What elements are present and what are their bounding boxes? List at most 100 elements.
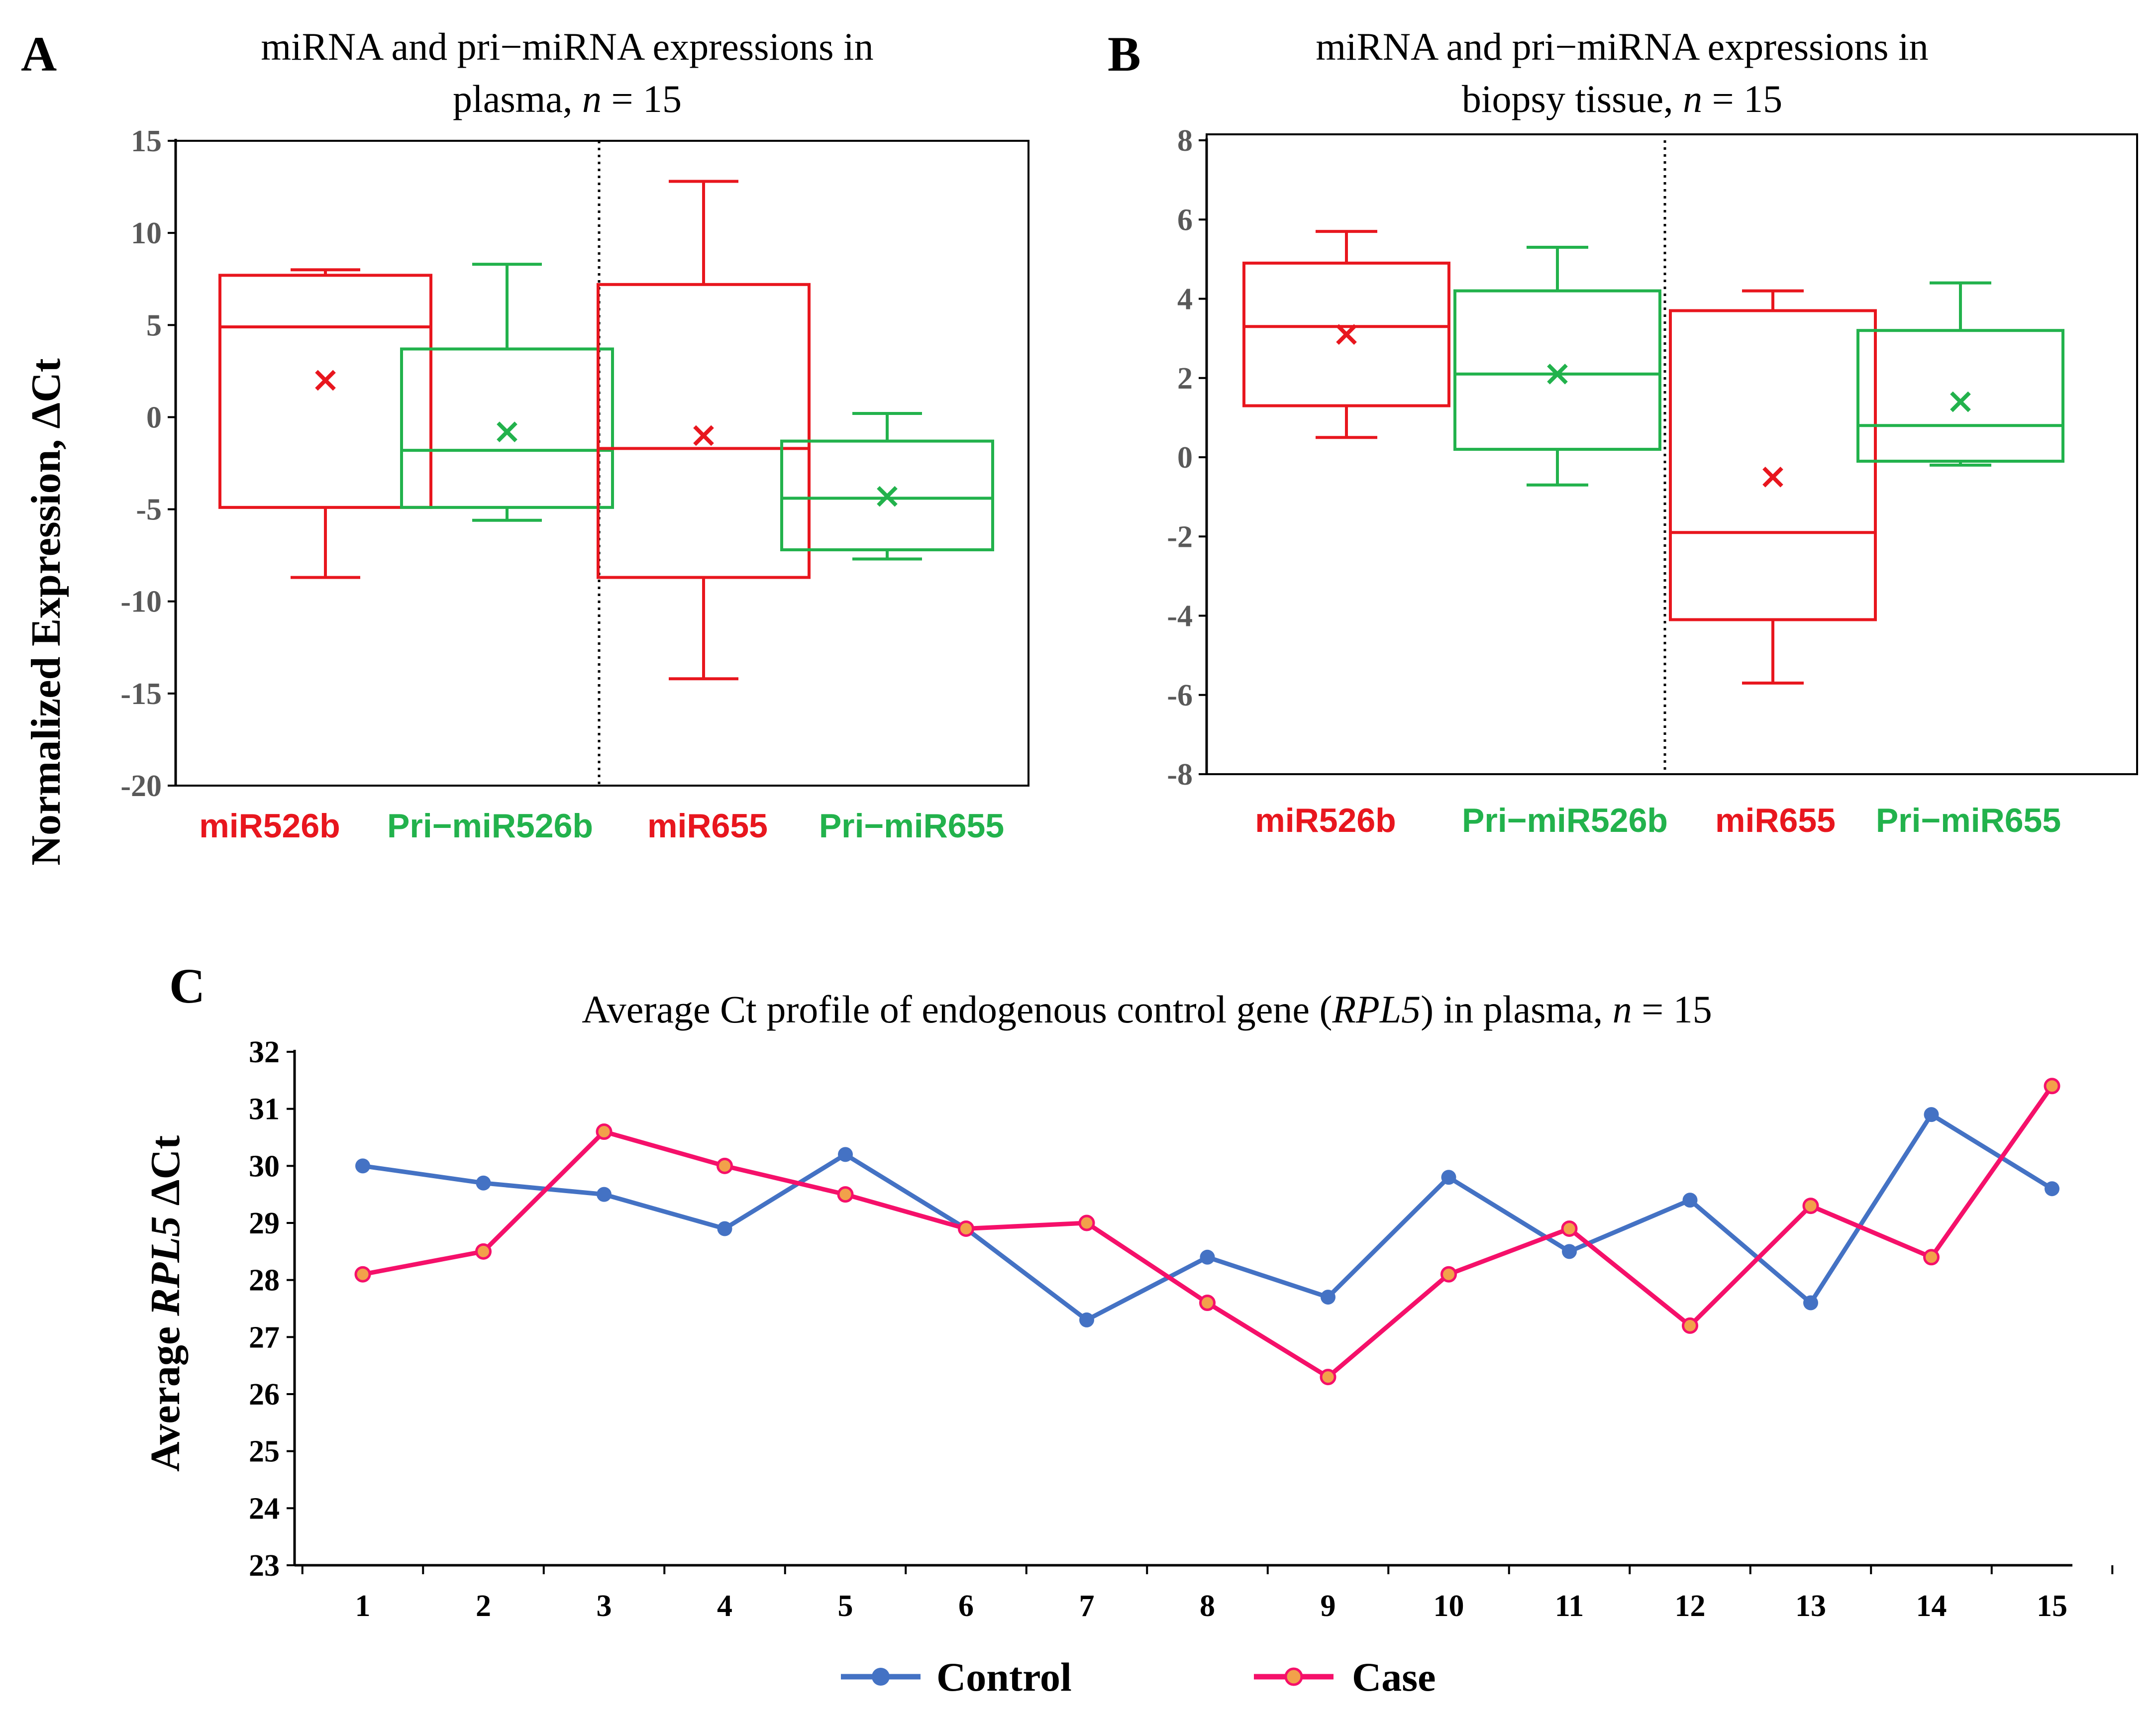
data-point-case — [475, 1243, 492, 1260]
y-tick-label: 25 — [249, 1435, 280, 1469]
y-tick-label: 28 — [249, 1264, 280, 1298]
panel-c-title-gene: RPL5 — [1332, 988, 1421, 1031]
category-label: miR526b — [199, 807, 340, 845]
category-label: Pri−miR526b — [1462, 802, 1668, 839]
x-tick-label: 8 — [1200, 1589, 1215, 1623]
data-point-control — [597, 1187, 612, 1202]
box-iqr — [1856, 329, 2064, 463]
panel-letter-b: B — [1108, 26, 1141, 82]
panel-letter-c: C — [169, 958, 205, 1013]
legend-label-case: Case — [1352, 1654, 1436, 1700]
data-point-case — [1802, 1198, 1819, 1214]
panel-b-title-place: biopsy tissue, — [1462, 77, 1683, 120]
y-tick-label: 26 — [249, 1378, 280, 1412]
category-label: miR655 — [647, 807, 768, 845]
data-point-case — [837, 1186, 854, 1203]
panel-b-title-n: n — [1683, 77, 1702, 120]
y-tick-label: 15 — [131, 124, 162, 158]
panel-a-title-place: plasma, — [453, 77, 582, 120]
box-iqr — [1669, 309, 1877, 621]
x-tick-label: 12 — [1675, 1589, 1706, 1623]
data-point-case — [2044, 1078, 2060, 1095]
panel-c-title-middle: ) in plasma, — [1421, 988, 1613, 1031]
panel-a-title-n: n — [582, 77, 602, 120]
panel-a-ylabel: Normalized Expression, ΔCt — [23, 358, 69, 865]
y-tick-label: 29 — [249, 1207, 280, 1240]
data-point-case — [596, 1123, 613, 1140]
y-tick-label: -8 — [1167, 758, 1193, 792]
category-label: miR526b — [1255, 802, 1396, 839]
data-point-control — [476, 1175, 491, 1191]
y-tick-label: -6 — [1167, 679, 1193, 712]
panel-c-title-n: n — [1613, 988, 1632, 1031]
box-mean-marker — [693, 425, 714, 446]
panel-a-title-line1: miRNA and pri−miRNA expressions in — [261, 25, 873, 68]
data-point-case — [354, 1266, 371, 1283]
panel-b-title-line1: miRNA and pri−miRNA expressions in — [1316, 25, 1928, 68]
category-label: Pri−miR655 — [819, 807, 1004, 845]
y-tick-label: -5 — [136, 493, 162, 527]
box-mean-marker — [1950, 391, 1971, 412]
data-point-case — [1440, 1266, 1457, 1283]
data-point-control — [1924, 1107, 1939, 1122]
y-tick-label: 10 — [131, 216, 162, 250]
panel-c-ylabel-end: ΔCt — [142, 1135, 189, 1216]
panel-a-title-count: = 15 — [602, 77, 682, 120]
x-tick-label: 15 — [2037, 1589, 2067, 1623]
data-point-case — [1682, 1317, 1698, 1334]
box-iqr — [780, 439, 994, 552]
y-tick-label: 27 — [249, 1320, 280, 1354]
x-tick-label: 6 — [958, 1589, 974, 1623]
y-tick-label: -15 — [120, 677, 162, 711]
box-mean-marker — [1336, 324, 1357, 345]
x-tick-label: 14 — [1916, 1589, 1947, 1623]
panel-a-plot: 15 10 5 0 -5 -10 -15 -20 miR526b Pri−miR526b miR65… — [120, 124, 1004, 845]
x-tick-label: 5 — [838, 1589, 853, 1623]
x-tick-label: 7 — [1079, 1589, 1095, 1623]
box-iqr — [597, 283, 811, 579]
box-mean-marker — [1762, 466, 1783, 488]
x-tick-label: 1 — [355, 1589, 371, 1623]
box-mean-marker — [1547, 363, 1568, 385]
y-tick-label: -2 — [1167, 520, 1193, 554]
y-tick-label: 32 — [249, 1035, 280, 1069]
data-point-control — [1441, 1170, 1456, 1185]
box-mean-marker — [497, 421, 517, 442]
x-tick-label: 13 — [1795, 1589, 1826, 1623]
panel-c-ylabel-gene: RPL5 — [142, 1216, 189, 1316]
box-iqr — [1242, 261, 1450, 407]
data-point-control — [1079, 1312, 1094, 1327]
data-point-control — [2045, 1181, 2059, 1197]
y-tick-label: 0 — [1177, 441, 1193, 475]
y-tick-label: -4 — [1167, 600, 1193, 633]
y-tick-label: 31 — [249, 1093, 280, 1126]
box-mean-marker — [877, 486, 898, 507]
data-point-control — [1321, 1290, 1335, 1305]
y-tick-label: 6 — [1177, 203, 1193, 237]
legend-marker-case — [1284, 1667, 1303, 1686]
y-tick-label: 30 — [249, 1149, 280, 1183]
y-tick-label: -20 — [120, 769, 162, 803]
x-tick-label: 10 — [1434, 1589, 1464, 1623]
data-point-control — [1682, 1193, 1698, 1208]
y-tick-label: 0 — [146, 401, 162, 434]
panel-b-title-line2: biopsy tissue, n = 15 — [1462, 77, 1782, 120]
panel-c-ylabel-start: Average — [142, 1316, 189, 1472]
data-point-case — [958, 1220, 974, 1237]
y-tick-label: 5 — [146, 308, 162, 342]
data-point-control — [1562, 1244, 1577, 1259]
data-point-control — [1200, 1249, 1215, 1265]
data-point-case — [1320, 1369, 1336, 1386]
box-iqr — [218, 274, 432, 509]
x-tick-label: 9 — [1321, 1589, 1336, 1623]
y-tick-label: 23 — [249, 1549, 280, 1583]
data-point-control — [717, 1221, 732, 1236]
category-label: Pri−miR526b — [387, 807, 593, 845]
panel-c-legend: Control Case — [841, 1654, 1436, 1700]
box-mean-marker — [315, 370, 336, 391]
x-tick-label: 2 — [476, 1589, 491, 1623]
panel-c-title-count: = 15 — [1632, 988, 1712, 1031]
data-point-case — [1199, 1295, 1216, 1312]
